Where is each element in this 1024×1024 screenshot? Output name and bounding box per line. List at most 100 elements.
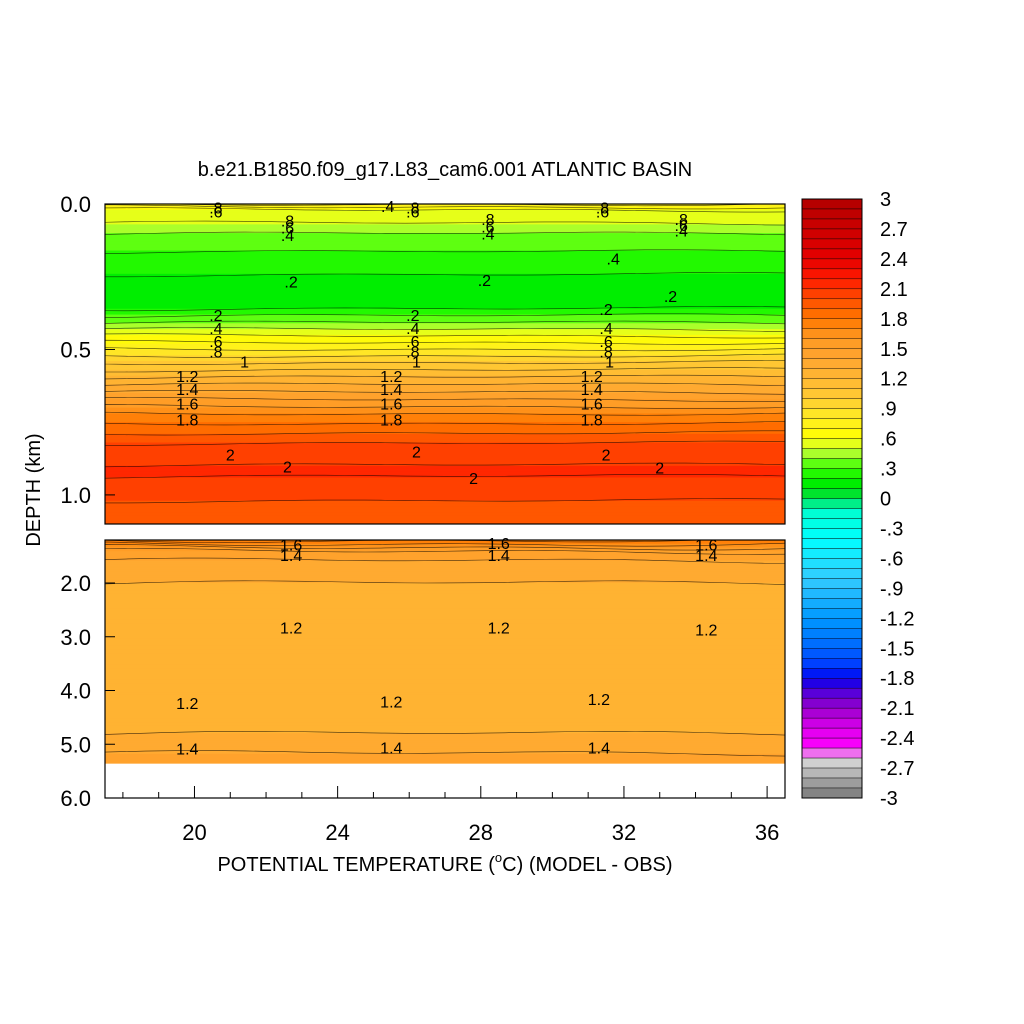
colorbar-cell xyxy=(801,208,863,220)
upper-fill-band xyxy=(105,355,785,359)
colorbar-cell xyxy=(801,408,863,419)
contour-label: .4 xyxy=(481,227,494,244)
upper-contour-line xyxy=(105,397,785,402)
upper-fill-band xyxy=(105,369,785,374)
x-tick-label: 20 xyxy=(182,820,206,845)
colorbar-tick-label: .3 xyxy=(880,459,897,481)
contour-label: .6 xyxy=(675,218,688,235)
upper-fill-band xyxy=(105,256,785,260)
upper-fill-band xyxy=(105,387,785,391)
upper-fill-band xyxy=(105,413,785,417)
lower-fill-band xyxy=(105,601,785,604)
lower-fill-band xyxy=(105,759,785,762)
upper-fill-band xyxy=(105,326,785,330)
contour-label: .6 xyxy=(596,205,609,222)
contour-label: 1.2 xyxy=(588,692,610,709)
upper-fill-band xyxy=(105,419,785,423)
upper-fill-band xyxy=(105,276,785,281)
lower-fill-band xyxy=(105,714,785,718)
upper-fill-band xyxy=(105,212,785,217)
x-axis-label: POTENTIAL TEMPERATURE (oC) (MODEL - OBS) xyxy=(217,850,672,876)
contour-label: 1 xyxy=(240,355,249,372)
lower-fill-band xyxy=(105,724,785,727)
colorbar-tick-label: 0 xyxy=(880,489,891,511)
upper-fill-band xyxy=(105,349,785,353)
colorbar-cell xyxy=(801,348,863,359)
colorbar-cell xyxy=(801,747,863,759)
colorbar-tick-label: .9 xyxy=(880,399,897,421)
colorbar-cell xyxy=(801,478,863,489)
upper-contour-line xyxy=(105,498,785,504)
upper-fill-band xyxy=(105,422,785,426)
lower-fill-band xyxy=(105,599,785,602)
upper-contour-line xyxy=(105,374,785,380)
x-tick-label: 32 xyxy=(612,820,636,845)
upper-fill-band xyxy=(105,509,785,513)
upper-contour-line xyxy=(105,204,785,210)
lower-fill-band xyxy=(105,671,785,675)
contour-label: .6 xyxy=(209,334,222,351)
lower-fill-band xyxy=(105,694,785,697)
colorbar-frame xyxy=(801,198,863,799)
lower-fill-band xyxy=(105,658,785,662)
lower-fill-band xyxy=(105,696,785,699)
colorbar-cell xyxy=(801,448,863,459)
lower-fill-band xyxy=(105,590,785,593)
upper-fill-band xyxy=(105,366,785,371)
lower-fill-band xyxy=(105,690,785,694)
upper-fill-band xyxy=(105,433,785,438)
colorbar-tick-label: 1.2 xyxy=(880,369,908,391)
lower-fill-band xyxy=(105,681,785,684)
colorbar-cell xyxy=(801,508,863,519)
upper-fill-band xyxy=(105,497,785,502)
lower-fill-band xyxy=(105,592,785,595)
contour-label: 2 xyxy=(655,461,664,478)
lower-fill-band xyxy=(105,610,785,614)
upper-fill-band xyxy=(105,428,785,432)
upper-fill-band xyxy=(105,204,785,208)
upper-fill-band xyxy=(105,308,785,313)
upper-contour-line xyxy=(105,353,785,358)
colorbar-cell xyxy=(801,767,863,779)
lower-fill-band xyxy=(105,571,785,575)
contour-label: .8 xyxy=(481,212,494,229)
lower-fill-band xyxy=(105,567,785,571)
upper-fill-band xyxy=(105,378,785,383)
colorbar: 3 2.7 2.4 2.1 1.8 1.5 1.2 .9 .6 .3 0 -.3 -.6 -.9 -1.2 -… xyxy=(801,189,914,810)
colorbar-cell xyxy=(801,308,863,320)
colorbar-cell xyxy=(801,568,863,579)
upper-fill-band xyxy=(105,445,785,449)
upper-y-tick-label: 1.0 xyxy=(60,483,91,508)
lower-fill-band xyxy=(105,740,785,744)
colorbar-cell xyxy=(801,338,863,349)
lower-fill-band xyxy=(105,761,785,764)
x-axis: 20 24 28 32 36 xyxy=(122,786,779,845)
colorbar-cell xyxy=(801,248,863,260)
lower-fill-band xyxy=(105,603,785,606)
upper-fill-band xyxy=(105,384,785,388)
lower-y-tick-label: 6.0 xyxy=(60,786,91,811)
colorbar-cell xyxy=(801,358,863,369)
contour-label: 2 xyxy=(469,471,478,488)
upper-fill-band xyxy=(105,489,785,493)
lower-fill-band xyxy=(105,757,785,760)
upper-contour-line xyxy=(105,404,785,409)
contour-label: 1.4 xyxy=(380,382,402,399)
upper-fill-band xyxy=(105,343,785,348)
upper-fill-band xyxy=(105,297,785,301)
contour-label: .8 xyxy=(281,214,294,231)
lower-fill-band xyxy=(105,634,785,638)
lower-contour-line xyxy=(105,750,785,757)
upper-contour-line xyxy=(105,382,785,387)
colorbar-cell xyxy=(801,648,863,659)
x-axis-label-degree: o xyxy=(495,850,502,865)
upper-fill-band xyxy=(105,320,785,324)
colorbar-cell xyxy=(801,438,863,449)
lower-fill-band xyxy=(105,729,785,733)
colorbar-cell xyxy=(801,258,863,270)
lower-fill-band xyxy=(105,627,785,630)
contour-label: 1.4 xyxy=(280,548,302,565)
lower-depth-panel: 1.61.41.61.41.61.41.2 1.2 1.21.2 1.2 1.21.4 1… xyxy=(104,536,786,799)
upper-fill-band xyxy=(105,457,785,461)
contour-label: 2 xyxy=(226,448,235,465)
